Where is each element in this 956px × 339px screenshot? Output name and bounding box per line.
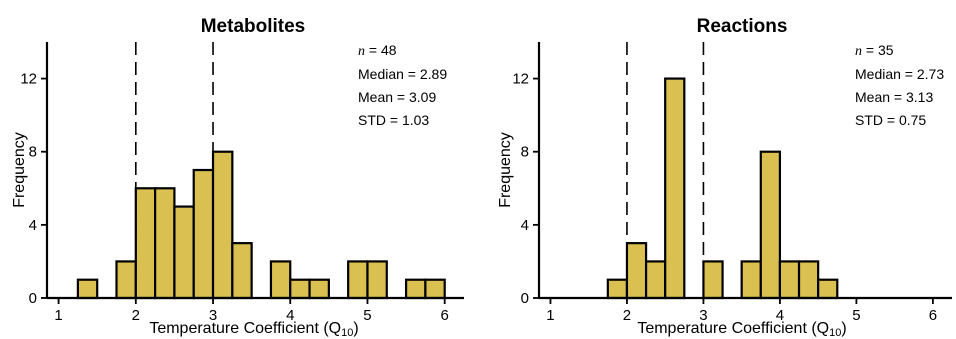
histogram-bar [192,168,215,300]
x-axis-label-close: ) [841,320,846,337]
x-axis-label-subscript: 10 [829,327,841,339]
histogram-bar [308,278,330,300]
stat-n-symbol: n [855,44,862,59]
x-tick-label: 3 [209,307,217,324]
x-ticks: 1 2 3 4 5 6 [546,298,937,324]
histogram-bar [606,278,629,300]
bars [76,150,446,300]
x-tick-label: 4 [286,307,294,324]
stat-n-symbol: n [358,44,365,59]
x-tick-label: 1 [546,307,554,324]
x-tick-label: 3 [699,307,707,324]
x-axis-label: Temperature Coefficient (Q10) [637,320,846,339]
y-tick-label: 4 [521,217,529,234]
histogram-bar [211,150,234,300]
x-tick-label: 5 [852,307,860,324]
stats-box: n = 35 Median = 2.73 Mean = 3.13 STD = 0… [855,42,944,128]
stats-box: n = 48 Median = 2.89 Mean = 3.09 STD = 1… [358,42,447,128]
histogram-bar [702,260,724,300]
y-ticks: 0 4 8 12 [512,71,539,307]
x-tick-label: 6 [929,307,937,324]
x-tick-label: 6 [441,307,449,324]
y-tick-label: 8 [29,144,37,161]
stat-n-value: = 35 [862,42,894,58]
y-axis-label: Frequency [497,132,514,208]
histogram-bar [817,278,839,300]
y-tick-label: 0 [521,290,529,307]
y-tick-label: 0 [29,290,37,307]
x-tick-label: 2 [623,307,631,324]
y-ticks: 0 4 8 12 [20,71,47,307]
stat-mean: Mean = 3.09 [358,89,436,105]
histogram-bar [664,77,686,300]
stat-median: Median = 2.73 [855,66,944,82]
stat-n: n = 48 [358,42,397,59]
histogram-bar [644,260,667,300]
histogram-bar [76,278,99,300]
chart-title: Metabolites [201,16,306,37]
histogram-bar [173,205,195,300]
x-tick-label: 1 [54,307,62,324]
x-axis-label-text: Temperature Coefficient (Q [149,320,341,337]
stat-n: n = 35 [855,42,894,59]
y-tick-label: 12 [20,71,37,88]
histogram-bar [289,278,311,300]
histogram-bar [115,260,137,300]
histogram-bar [404,278,427,300]
x-axis-label-subscript: 10 [341,327,353,339]
histogram-bar [625,242,648,300]
stat-std: STD = 1.03 [358,112,429,128]
histogram-bar [424,278,446,300]
x-ticks: 1 2 3 4 5 6 [54,298,449,324]
x-axis-label-text: Temperature Coefficient (Q [637,320,829,337]
x-tick-label: 4 [776,307,784,324]
x-axis-label-close: ) [353,320,358,337]
stat-median: Median = 2.89 [358,66,447,82]
stat-n-value: = 48 [365,42,397,58]
histogram-bar [269,260,292,300]
histogram-bar [347,260,369,300]
histogram-bar [797,260,820,300]
x-axis-label: Temperature Coefficient (Q10) [149,320,358,339]
y-tick-label: 12 [512,71,529,88]
chart-title: Reactions [697,16,788,37]
histogram-bar [154,187,176,300]
y-tick-label: 8 [521,144,529,161]
x-tick-label: 2 [132,307,140,324]
stat-mean: Mean = 3.13 [855,89,933,105]
histogram-bar [759,150,782,300]
bars [606,77,839,300]
histogram-bar [134,187,157,300]
reference-lines [135,42,214,298]
y-tick-label: 4 [29,217,37,234]
reference-lines [626,42,705,298]
stat-std: STD = 0.75 [855,112,926,128]
histogram-bar [740,260,762,300]
histogram-bar [231,242,253,300]
histogram-bar [366,260,388,300]
x-tick-label: 5 [363,307,371,324]
histogram-bar [778,260,801,300]
y-axis-label: Frequency [11,132,28,208]
